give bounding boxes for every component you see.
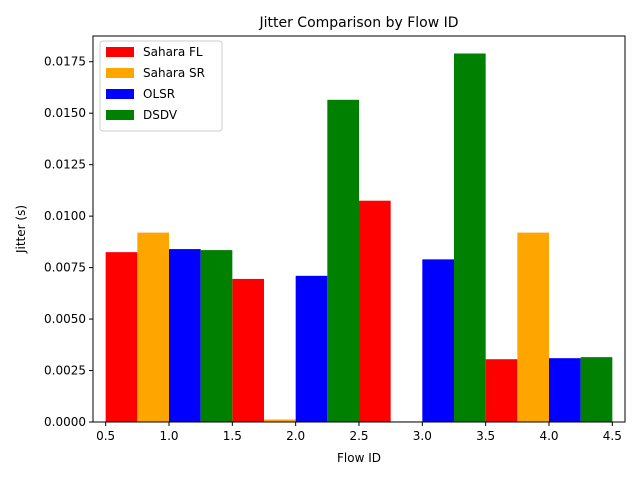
bar-olsr-flow-1 <box>169 249 201 422</box>
x-tick-label: 1.5 <box>223 429 242 443</box>
y-tick-label: 0.0000 <box>44 415 86 429</box>
bar-sahara-sr-flow-2 <box>264 419 296 422</box>
bar-olsr-flow-2 <box>295 275 328 422</box>
x-axis-ticks: 0.5 1.0 1.5 2.0 2.5 3.0 3.5 4.0 4.5 <box>96 422 622 443</box>
x-tick-label: 2.5 <box>349 429 368 443</box>
bar-sahara-fl-flow-2 <box>232 278 264 422</box>
legend-swatch-sahara-fl <box>106 47 134 57</box>
bar-dsdv-flow-4 <box>580 357 613 422</box>
x-tick-label: 4.5 <box>603 429 622 443</box>
bar-dsdv-flow-2 <box>327 99 359 422</box>
chart-title: Jitter Comparison by Flow ID <box>258 15 458 31</box>
bar-sahara-fl-flow-4 <box>485 359 518 422</box>
y-tick-label: 0.0150 <box>44 106 86 120</box>
y-tick-label: 0.0100 <box>44 209 86 223</box>
x-tick-label: 3.0 <box>413 429 432 443</box>
legend-label: Sahara FL <box>143 45 203 59</box>
legend: Sahara FL Sahara SR OLSR DSDV <box>99 40 223 132</box>
y-tick-label: 0.0050 <box>44 312 86 326</box>
bar-dsdv-flow-1 <box>200 250 233 422</box>
y-tick-label: 0.0075 <box>44 261 86 275</box>
bar-olsr-flow-3 <box>422 259 454 422</box>
x-tick-label: 2.0 <box>286 429 305 443</box>
legend-swatch-dsdv <box>106 110 134 120</box>
x-tick-label: 1.0 <box>159 429 178 443</box>
bar-sahara-fl-flow-3 <box>359 200 391 422</box>
y-tick-label: 0.0125 <box>44 158 86 172</box>
y-tick-label: 0.0175 <box>44 55 86 69</box>
legend-swatch-olsr <box>106 89 134 99</box>
legend-label: DSDV <box>143 108 178 122</box>
legend-swatch-sahara-sr <box>106 68 134 78</box>
legend-label: OLSR <box>143 87 175 101</box>
x-tick-label: 3.5 <box>476 429 495 443</box>
bar-dsdv-flow-3 <box>454 53 486 423</box>
y-axis-ticks: 0.0000 0.0025 0.0050 0.0075 0.0100 0.0125 0.01… <box>44 55 93 429</box>
legend-box <box>99 40 223 132</box>
y-axis-label: Jitter (s) <box>14 205 28 254</box>
bar-sahara-sr-flow-4 <box>517 232 549 422</box>
bars-group <box>105 53 613 423</box>
x-axis-label: Flow ID <box>337 451 381 465</box>
x-tick-label: 4.0 <box>539 429 558 443</box>
y-tick-label: 0.0025 <box>44 364 86 378</box>
bar-sahara-fl-flow-1 <box>105 252 138 422</box>
bar-sahara-sr-flow-1 <box>137 232 169 422</box>
legend-label: Sahara SR <box>143 66 205 80</box>
bar-olsr-flow-4 <box>549 358 581 422</box>
x-tick-label: 0.5 <box>96 429 115 443</box>
